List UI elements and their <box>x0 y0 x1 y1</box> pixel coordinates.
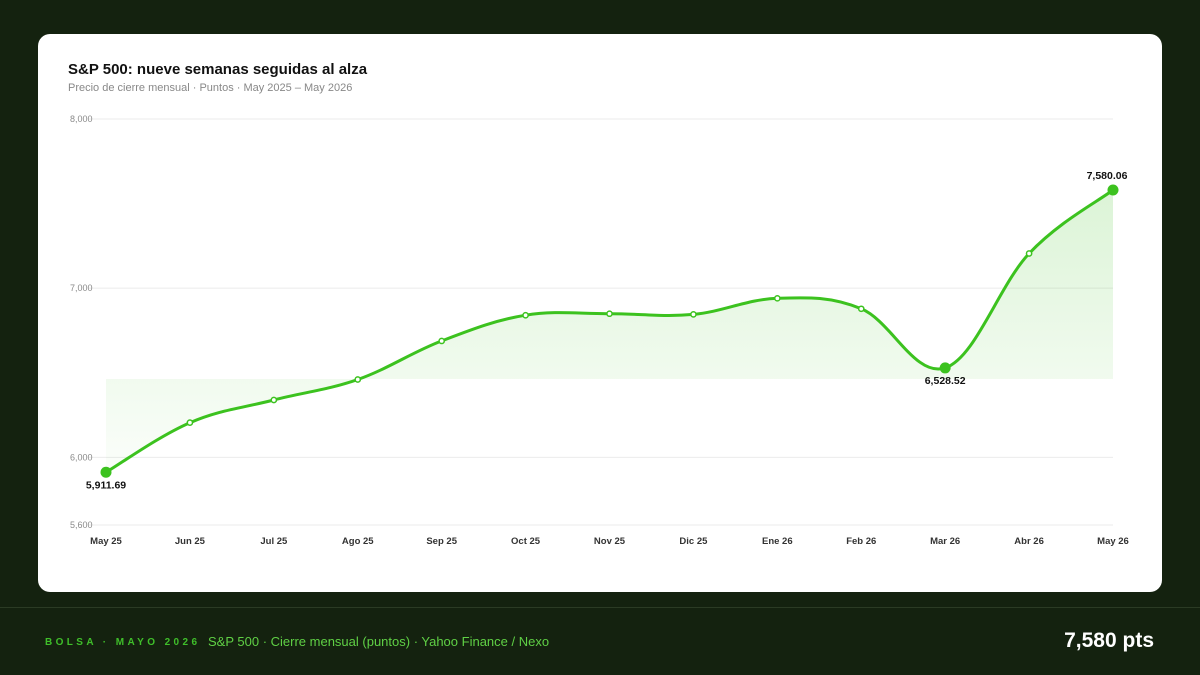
y-tick-label: 7,000 <box>70 283 93 293</box>
data-point <box>857 305 865 313</box>
data-point <box>354 376 362 383</box>
x-tick-label: May 26 <box>1097 536 1129 547</box>
chart-subtitle: Precio de cierre mensual · Puntos · May … <box>68 82 353 94</box>
data-labels-layer: 5,911.69 6,528.52 7,580.06 <box>86 170 1128 491</box>
data-point <box>1025 250 1033 257</box>
data-point <box>522 311 529 319</box>
area-fill <box>106 190 1113 473</box>
data-point <box>438 337 446 345</box>
footer-divider <box>0 607 1200 608</box>
chart-card: 5,600 6,000 7,000 8,000 May 25 Jun 25 Jul 25 A… <box>38 34 1162 592</box>
x-tick-label: Mar 26 <box>930 536 960 547</box>
y-axis-ticks: 5,600 6,000 7,000 8,000 <box>70 114 93 530</box>
points-layer <box>100 184 1119 478</box>
footer-value: 7,580 pts <box>1064 629 1154 652</box>
x-tick-label: Sep 25 <box>426 536 457 547</box>
y-tick-label: 5,600 <box>70 520 93 530</box>
x-tick-label: Jun 25 <box>175 536 206 547</box>
area-fill-layer <box>106 190 1113 473</box>
x-tick-label: Ene 26 <box>762 536 793 547</box>
x-tick-label: May 25 <box>90 536 122 547</box>
highlight-point <box>1107 184 1119 196</box>
footer-source: S&P 500 · Cierre mensual (puntos) · Yaho… <box>208 634 550 649</box>
data-point <box>186 419 194 427</box>
data-point <box>606 310 613 318</box>
x-tick-label: Oct 25 <box>511 536 541 547</box>
footer-kicker: BOLSA · MAYO 2026 <box>45 637 201 648</box>
x-tick-label: Jul 25 <box>260 536 288 547</box>
gridlines <box>88 118 1113 526</box>
x-tick-label: Abr 26 <box>1014 536 1044 547</box>
highlight-point <box>100 466 112 478</box>
data-point <box>690 311 697 318</box>
y-tick-label: 6,000 <box>70 452 93 462</box>
data-label: 7,580.06 <box>1087 170 1128 182</box>
chart-title: S&P 500: nueve semanas seguidas al alza <box>68 61 368 78</box>
data-point <box>270 396 278 404</box>
x-tick-label: Dic 25 <box>679 536 708 547</box>
x-tick-label: Nov 25 <box>594 536 626 547</box>
data-label: 6,528.52 <box>925 375 966 387</box>
data-label: 5,911.69 <box>86 479 126 491</box>
x-tick-label: Ago 25 <box>342 536 374 547</box>
x-axis-ticks: May 25 Jun 25 Jul 25 Ago 25 Sep 25 Oct 25 Nov … <box>90 536 1129 547</box>
line-chart: 5,600 6,000 7,000 8,000 May 25 Jun 25 Jul 25 A… <box>70 114 1129 547</box>
y-tick-label: 8,000 <box>70 114 93 124</box>
x-tick-label: Feb 26 <box>846 536 876 547</box>
highlight-point <box>939 362 951 374</box>
data-point <box>773 294 781 302</box>
